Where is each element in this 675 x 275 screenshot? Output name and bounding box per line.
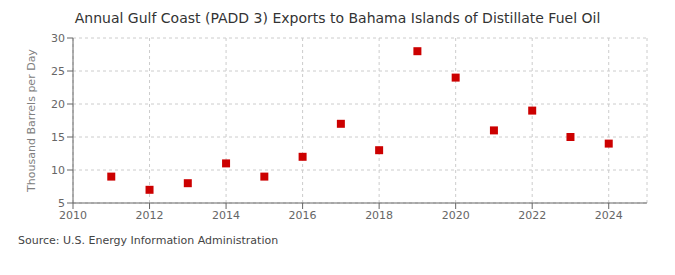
html-text:Source: U.S. Energy Informatio: Source: U.S. Energy Information Administ…: [18, 234, 279, 247]
svg-text:2014: 2014: [212, 209, 240, 222]
svg-text:2016: 2016: [289, 209, 317, 222]
svg-text:30: 30: [51, 32, 65, 45]
svg-text:2020: 2020: [442, 209, 470, 222]
svg-text:25: 25: [51, 65, 65, 78]
svg-text:10: 10: [51, 164, 65, 177]
svg-text:20: 20: [51, 98, 65, 111]
svg-text:2010: 2010: [59, 209, 87, 222]
svg-text:5: 5: [58, 197, 65, 210]
svg-text:2012: 2012: [136, 209, 164, 222]
svg-text:2024: 2024: [595, 209, 623, 222]
svg-text:Thousand Barrels per Day: Thousand Barrels per Day: [25, 49, 38, 193]
svg-text:15: 15: [51, 131, 65, 144]
svg-text:2022: 2022: [518, 209, 546, 222]
svg-text:2018: 2018: [365, 209, 393, 222]
html-text:Annual Gulf Coast (PADD 3) Exp: Annual Gulf Coast (PADD 3) Exports to Ba…: [74, 10, 601, 26]
